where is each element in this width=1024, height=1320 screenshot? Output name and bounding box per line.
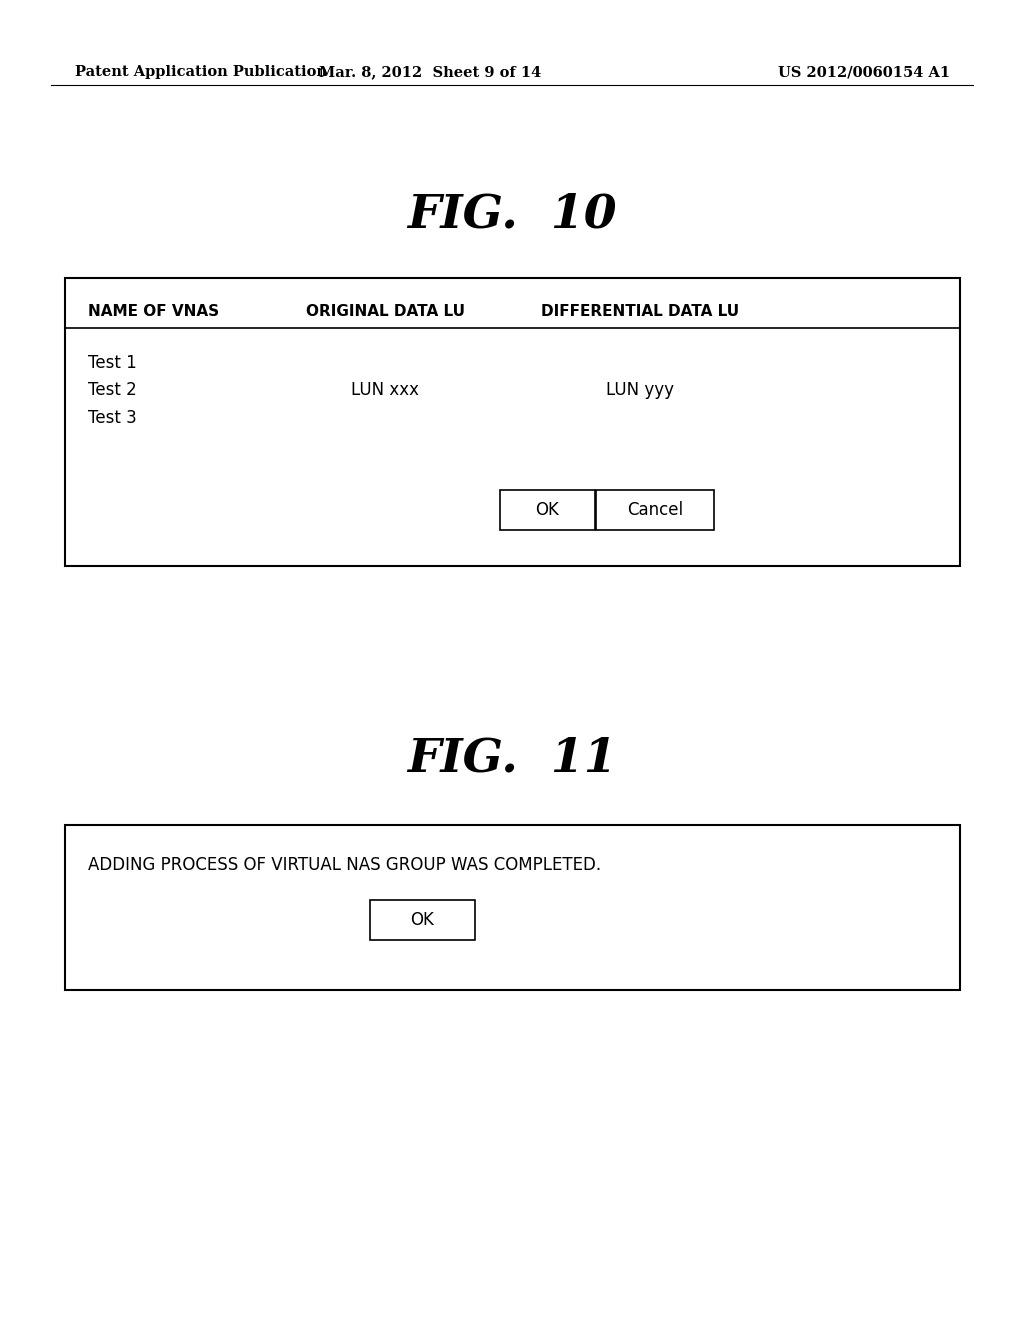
- Bar: [596, 490, 714, 531]
- Text: ADDING PROCESS OF VIRTUAL NAS GROUP WAS COMPLETED.: ADDING PROCESS OF VIRTUAL NAS GROUP WAS …: [88, 855, 601, 874]
- Text: Cancel: Cancel: [627, 502, 683, 519]
- Text: Test 1: Test 1: [88, 354, 137, 372]
- Text: ORIGINAL DATA LU: ORIGINAL DATA LU: [305, 305, 465, 319]
- Text: DIFFERENTIAL DATA LU: DIFFERENTIAL DATA LU: [541, 305, 739, 319]
- Text: LUN yyy: LUN yyy: [606, 381, 674, 399]
- Bar: [370, 900, 475, 940]
- Text: US 2012/0060154 A1: US 2012/0060154 A1: [778, 65, 950, 79]
- Text: OK: OK: [411, 911, 434, 929]
- Text: LUN xxx: LUN xxx: [351, 381, 419, 399]
- Text: Test 3: Test 3: [88, 409, 137, 426]
- Text: Test 2: Test 2: [88, 381, 137, 399]
- Text: Mar. 8, 2012  Sheet 9 of 14: Mar. 8, 2012 Sheet 9 of 14: [318, 65, 541, 79]
- Text: FIG.  11: FIG. 11: [408, 735, 616, 781]
- Bar: [500, 490, 595, 531]
- Text: FIG.  10: FIG. 10: [408, 191, 616, 238]
- Bar: [65, 279, 961, 566]
- Bar: [65, 825, 961, 990]
- Text: OK: OK: [536, 502, 559, 519]
- Text: Patent Application Publication: Patent Application Publication: [75, 65, 327, 79]
- Text: NAME OF VNAS: NAME OF VNAS: [88, 305, 219, 319]
